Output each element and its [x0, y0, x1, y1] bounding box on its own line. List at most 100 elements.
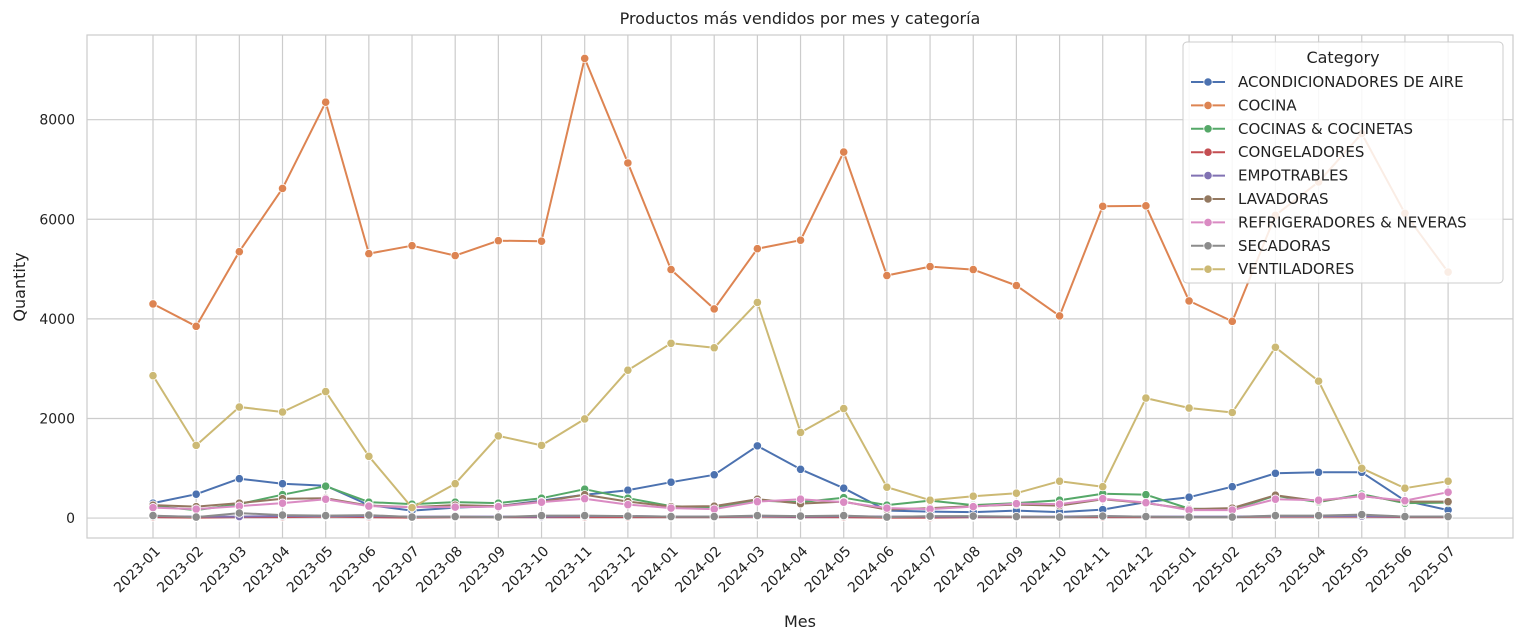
data-point: [1184, 512, 1194, 522]
data-point: [882, 482, 892, 492]
data-point: [1011, 511, 1022, 522]
legend-label: SECADORAS: [1238, 237, 1331, 255]
x-tick-label: 2023-12: [586, 544, 639, 597]
grid: [87, 35, 1513, 538]
legend-label: COCINAS & COCINETAS: [1238, 120, 1413, 138]
data-point: [1357, 491, 1367, 501]
data-point: [1141, 490, 1151, 500]
data-point: [882, 270, 892, 281]
x-tick-label: 2024-03: [716, 544, 769, 597]
x-tick-labels: 2023-012023-022023-032023-042023-052023-…: [111, 543, 1459, 596]
data-point: [968, 491, 978, 501]
data-point: [1098, 482, 1108, 492]
data-point: [1141, 393, 1151, 403]
data-point: [709, 304, 719, 314]
x-tick-label: 2025-02: [1190, 544, 1243, 597]
x-tick-label: 2024-05: [802, 544, 855, 597]
data-point: [450, 502, 460, 512]
x-tick-label: 2023-07: [370, 544, 423, 597]
data-point: [1270, 510, 1281, 521]
data-point: [148, 510, 158, 521]
data-point: [1227, 512, 1237, 522]
data-point: [493, 512, 503, 522]
data-point: [882, 512, 892, 522]
data-point: [321, 97, 331, 107]
data-point: [1400, 483, 1410, 493]
legend-marker: [1203, 241, 1213, 251]
data-point: [1227, 482, 1237, 492]
y-tick-label: 2000: [39, 411, 75, 427]
data-point: [666, 503, 676, 513]
data-point: [795, 235, 806, 245]
data-point: [277, 510, 288, 520]
legend-label: ACONDICIONADORES DE AIRE: [1238, 73, 1464, 91]
data-point: [234, 247, 244, 257]
data-point: [277, 498, 288, 508]
data-point: [191, 504, 201, 514]
data-point: [580, 510, 590, 521]
data-point: [623, 500, 633, 510]
data-point: [536, 440, 547, 450]
data-point: [364, 510, 374, 520]
data-point: [148, 503, 158, 513]
data-point: [666, 264, 676, 275]
data-point: [191, 489, 201, 499]
data-point: [709, 343, 719, 353]
x-tick-label: 2025-03: [1234, 544, 1287, 597]
data-point: [536, 236, 547, 246]
legend-label: REFRIGERADORES & NEVERAS: [1238, 213, 1467, 231]
data-point: [234, 402, 244, 412]
data-point: [234, 474, 244, 484]
y-tick-label: 8000: [39, 113, 75, 129]
data-point: [1054, 476, 1065, 486]
data-point: [148, 371, 158, 381]
data-point: [623, 158, 633, 168]
data-point: [277, 479, 288, 489]
data-point: [536, 510, 547, 521]
data-point: [1184, 296, 1194, 306]
x-tick-label: 2023-04: [241, 543, 294, 596]
x-tick-label: 2025-05: [1320, 544, 1373, 597]
x-tick-label: 2023-03: [197, 544, 250, 597]
legend-marker: [1203, 217, 1213, 227]
legend-title: Category: [1306, 48, 1379, 67]
data-point: [1098, 511, 1108, 521]
data-point: [1054, 499, 1065, 509]
data-point: [1313, 510, 1324, 521]
legend-marker: [1203, 171, 1213, 181]
data-point: [1270, 494, 1281, 504]
data-point: [752, 510, 762, 521]
data-point: [277, 407, 288, 417]
x-tick-label: 2023-09: [457, 544, 510, 597]
data-point: [450, 511, 460, 522]
data-point: [407, 503, 417, 513]
x-tick-label: 2023-11: [543, 544, 596, 597]
x-tick-label: 2024-09: [975, 544, 1028, 597]
data-point: [1313, 467, 1324, 477]
data-point: [882, 503, 892, 513]
y-tick-label: 4000: [39, 312, 75, 328]
data-point: [191, 321, 201, 331]
data-point: [795, 427, 806, 438]
data-point: [1443, 476, 1453, 486]
y-axis-label: Quantity: [10, 252, 29, 321]
legend-marker: [1203, 147, 1213, 157]
data-point: [148, 299, 158, 309]
data-point: [839, 497, 849, 507]
data-point: [1227, 316, 1237, 326]
data-point: [1400, 511, 1410, 522]
data-point: [277, 183, 288, 193]
data-point: [795, 464, 806, 474]
legend-label: VENTILADORES: [1238, 260, 1354, 278]
legend-items: ACONDICIONADORES DE AIRE COCINA COCINAS & …: [1191, 73, 1467, 278]
data-point: [1054, 512, 1065, 522]
data-point: [1184, 403, 1194, 413]
data-point: [839, 510, 849, 521]
x-tick-label: 2024-12: [1104, 544, 1157, 597]
series: [148, 487, 1453, 515]
data-point: [493, 431, 503, 441]
data-point: [666, 477, 676, 487]
data-point: [1270, 468, 1281, 478]
data-point: [709, 511, 719, 522]
